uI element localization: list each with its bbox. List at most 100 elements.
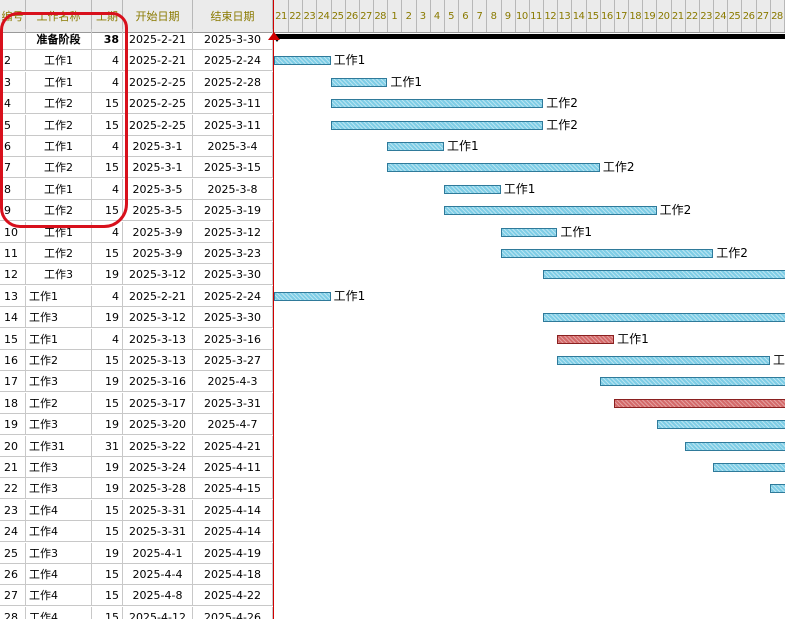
row-task-name[interactable]: 工作4	[26, 499, 92, 521]
task-bar[interactable]	[656, 420, 785, 430]
task-bar[interactable]	[444, 184, 501, 194]
row-end-date[interactable]: 2025-3-30	[193, 264, 273, 286]
row-duration[interactable]: 19	[92, 414, 123, 436]
task-bar[interactable]	[500, 227, 558, 237]
table-row[interactable]: 21 工作3 19 2025-3-24 2025-4-11	[0, 457, 273, 478]
row-end-date[interactable]: 2025-3-15	[193, 157, 273, 179]
row-end-date[interactable]: 2025-3-4	[193, 136, 273, 157]
row-task-name[interactable]: 工作3	[26, 264, 92, 286]
row-start-date[interactable]: 2025-3-5	[123, 200, 193, 222]
row-task-name[interactable]: 工作4	[26, 521, 92, 543]
row-id[interactable]: 10	[0, 221, 26, 243]
row-start-date[interactable]: 2025-3-20	[123, 414, 193, 436]
row-start-date[interactable]: 2025-4-1	[123, 542, 193, 564]
row-id[interactable]: 17	[0, 371, 26, 393]
row-end-date[interactable]: 2025-4-14	[193, 499, 273, 521]
table-row[interactable]: 4 工作2 15 2025-2-25 2025-3-11	[0, 93, 273, 115]
table-row[interactable]: 17 工作3 19 2025-3-16 2025-4-3	[0, 371, 273, 393]
row-id[interactable]: 4	[0, 93, 26, 115]
row-task-name[interactable]: 工作2	[26, 200, 92, 222]
row-duration[interactable]: 19	[92, 371, 123, 393]
row-task-name[interactable]: 工作3	[26, 414, 92, 436]
task-bar[interactable]	[274, 56, 331, 66]
row-end-date[interactable]: 2025-4-21	[193, 435, 273, 457]
row-task-name[interactable]: 工作2	[26, 114, 92, 136]
row-end-date[interactable]: 2025-3-11	[193, 93, 273, 115]
row-task-name[interactable]: 准备阶段	[26, 29, 92, 50]
row-start-date[interactable]: 2025-2-21	[123, 29, 193, 50]
row-id[interactable]: 27	[0, 585, 26, 607]
row-end-date[interactable]: 2025-4-11	[193, 457, 273, 478]
row-end-date[interactable]: 2025-3-23	[193, 243, 273, 264]
row-duration[interactable]: 15	[92, 200, 123, 222]
row-start-date[interactable]: 2025-3-12	[123, 264, 193, 286]
row-end-date[interactable]: 2025-4-18	[193, 564, 273, 585]
row-duration[interactable]: 15	[92, 114, 123, 136]
row-id[interactable]: 19	[0, 414, 26, 436]
row-id[interactable]: 11	[0, 243, 26, 264]
table-row[interactable]: 14 工作3 19 2025-3-12 2025-3-30	[0, 307, 273, 329]
row-end-date[interactable]: 2025-3-30	[193, 29, 273, 50]
row-id[interactable]: 14	[0, 307, 26, 329]
row-duration[interactable]: 19	[92, 542, 123, 564]
row-end-date[interactable]: 2025-3-27	[193, 350, 273, 371]
row-duration[interactable]: 38	[92, 29, 123, 50]
table-row[interactable]: 10 工作1 4 2025-3-9 2025-3-12	[0, 221, 273, 243]
table-row[interactable]: 18 工作2 15 2025-3-17 2025-3-31	[0, 392, 273, 414]
row-duration[interactable]: 4	[92, 178, 123, 200]
row-end-date[interactable]: 2025-2-28	[193, 71, 273, 93]
row-duration[interactable]: 31	[92, 435, 123, 457]
task-bar[interactable]	[599, 377, 785, 387]
row-duration[interactable]: 4	[92, 136, 123, 157]
row-duration[interactable]: 19	[92, 264, 123, 286]
row-start-date[interactable]: 2025-4-4	[123, 564, 193, 585]
row-task-name[interactable]: 工作4	[26, 585, 92, 607]
row-id[interactable]: 8	[0, 178, 26, 200]
row-end-date[interactable]: 2025-2-24	[193, 50, 273, 72]
row-duration[interactable]: 15	[92, 606, 123, 619]
table-row[interactable]: 25 工作3 19 2025-4-1 2025-4-19	[0, 542, 273, 564]
task-bar[interactable]	[543, 313, 785, 323]
row-duration[interactable]: 4	[92, 221, 123, 243]
task-bar[interactable]	[444, 206, 657, 216]
header-id[interactable]: 编号	[0, 0, 26, 32]
row-task-name[interactable]: 工作3	[26, 542, 92, 564]
row-start-date[interactable]: 2025-2-21	[123, 285, 193, 307]
row-end-date[interactable]: 2025-4-26	[193, 606, 273, 619]
row-task-name[interactable]: 工作3	[26, 457, 92, 478]
row-duration[interactable]: 19	[92, 457, 123, 478]
row-end-date[interactable]: 2025-4-19	[193, 542, 273, 564]
row-duration[interactable]: 4	[92, 328, 123, 350]
row-start-date[interactable]: 2025-3-9	[123, 221, 193, 243]
table-row[interactable]: 15 工作1 4 2025-3-13 2025-3-16	[0, 328, 273, 350]
row-start-date[interactable]: 2025-3-16	[123, 371, 193, 393]
row-duration[interactable]: 4	[92, 71, 123, 93]
row-start-date[interactable]: 2025-2-21	[123, 50, 193, 72]
row-end-date[interactable]: 2025-3-8	[193, 178, 273, 200]
row-id[interactable]: 13	[0, 285, 26, 307]
row-duration[interactable]: 15	[92, 521, 123, 543]
task-bar[interactable]	[769, 484, 785, 494]
row-end-date[interactable]: 2025-3-31	[193, 392, 273, 414]
header-duration[interactable]: 工期	[92, 0, 123, 32]
row-id[interactable]: 6	[0, 136, 26, 157]
table-row[interactable]: 11 工作2 15 2025-3-9 2025-3-23	[0, 243, 273, 264]
task-bar[interactable]	[274, 291, 331, 301]
table-row[interactable]: 7 工作2 15 2025-3-1 2025-3-15	[0, 157, 273, 179]
table-row[interactable]: 5 工作2 15 2025-2-25 2025-3-11	[0, 114, 273, 136]
row-task-name[interactable]: 工作2	[26, 392, 92, 414]
row-task-name[interactable]: 工作2	[26, 157, 92, 179]
row-task-name[interactable]: 工作1	[26, 285, 92, 307]
row-end-date[interactable]: 2025-4-22	[193, 585, 273, 607]
table-row[interactable]: 19 工作3 19 2025-3-20 2025-4-7	[0, 414, 273, 436]
row-task-name[interactable]: 工作1	[26, 136, 92, 157]
row-start-date[interactable]: 2025-3-13	[123, 328, 193, 350]
task-bar[interactable]	[330, 77, 388, 87]
task-bar[interactable]	[387, 142, 445, 151]
row-task-name[interactable]: 工作1	[26, 71, 92, 93]
row-task-name[interactable]: 工作2	[26, 243, 92, 264]
row-start-date[interactable]: 2025-4-8	[123, 585, 193, 607]
row-id[interactable]: 22	[0, 478, 26, 500]
row-task-name[interactable]: 工作4	[26, 606, 92, 619]
task-bar[interactable]	[684, 441, 785, 451]
